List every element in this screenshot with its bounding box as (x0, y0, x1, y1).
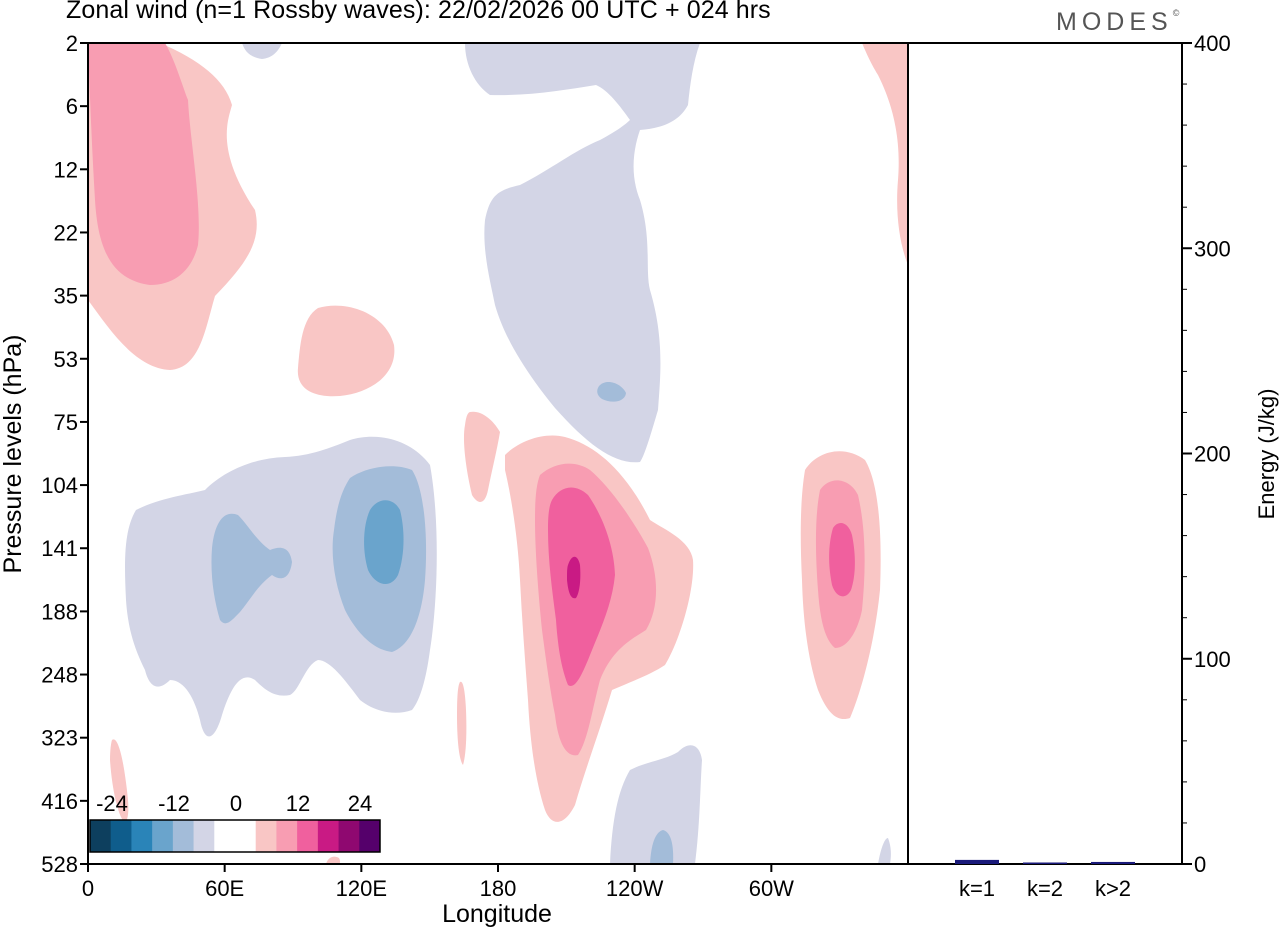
colorbar-frame (89, 819, 381, 853)
pressure-tick-label: 53 (54, 347, 78, 372)
longitude-axis: 0 60E 120E 180 120W 60W (82, 864, 794, 901)
colorbar-swatch (255, 820, 277, 852)
contour-pos1-upper-right (862, 43, 908, 265)
pressure-tick-label: 104 (41, 473, 78, 498)
pressure-tick-label: 12 (54, 157, 78, 182)
pressure-tick-label: 323 (41, 726, 78, 751)
pressure-tick-label: 22 (54, 220, 78, 245)
contour-pos1-lower-left (110, 739, 129, 822)
energy-categories: k=1 k=2 k>2 (959, 876, 1131, 901)
pressure-tick-label: 188 (41, 599, 78, 624)
brand-text: MODES (1056, 8, 1173, 36)
energy-category-label: k>2 (1095, 876, 1131, 901)
energy-bars (955, 859, 1135, 864)
energy-category-label: k=2 (1027, 876, 1063, 901)
pressure-tick-label: 248 (41, 663, 78, 688)
copyright-mark: © (1172, 8, 1180, 18)
modes-logo: MODES© (1056, 8, 1179, 37)
energy-tick-label: 0 (1194, 852, 1206, 877)
contour-pos3-east (829, 522, 855, 597)
contour-fills (88, 43, 908, 864)
contour-pos1-narrow-left (463, 411, 500, 502)
colorbar-swatch (276, 820, 298, 852)
contour-neg1-bottom-right (878, 838, 891, 864)
colorbar-swatch (152, 820, 174, 852)
colorbar-label: 24 (348, 791, 372, 816)
colorbar-swatch (214, 820, 236, 852)
colorbar-label: -12 (158, 791, 190, 816)
colorbar-swatch (90, 820, 112, 852)
energy-bar-1 (955, 859, 999, 864)
contour-pos2-upper-left (88, 43, 199, 285)
colorbar-swatch (110, 820, 132, 852)
energy-plot-frame (907, 42, 1183, 865)
contour-pos1-mid-blob (297, 305, 395, 397)
energy-axis-label: Energy (J/kg) (1254, 389, 1279, 520)
contour-neg1-top-sliver (242, 43, 282, 59)
contour-neg2-small (597, 381, 626, 402)
energy-tick-label: 200 (1194, 442, 1231, 467)
pressure-tick-label: 141 (41, 536, 78, 561)
longitude-tick-label: 120W (606, 876, 664, 901)
energy-category-label: k=1 (959, 876, 995, 901)
colorbar-swatch (172, 820, 195, 852)
x-axis-label: Longitude (442, 900, 552, 928)
colorbar-label: -24 (96, 791, 128, 816)
colorbar-swatch (359, 820, 381, 852)
longitude-tick-label: 120E (336, 876, 387, 901)
energy-bar-2 (1023, 862, 1067, 864)
contour-neg2-west-a (211, 513, 292, 624)
energy-tick-label: 100 (1194, 647, 1231, 672)
energy-bar-3 (1091, 861, 1135, 864)
pressure-tick-label: 416 (41, 789, 78, 814)
energy-tick-label: 300 (1194, 236, 1231, 261)
longitude-tick-label: 0 (82, 876, 94, 901)
longitude-tick-label: 180 (480, 876, 517, 901)
y-axis-label: Pressure levels (hPa) (0, 335, 27, 574)
contour-pos1-lower-sliver (457, 681, 467, 765)
colorbar-swatch (317, 820, 340, 852)
longitude-tick-label: 60W (749, 876, 794, 901)
pressure-axis: 2 6 12 22 35 53 75 104 141 188 248 323 416 528 (41, 31, 88, 877)
pressure-tick-label: 6 (66, 94, 78, 119)
contour-pos3-central (548, 487, 615, 686)
energy-axis: 0 100 200 300 400 (1182, 31, 1231, 877)
pressure-tick-label: 35 (54, 284, 78, 309)
colorbar-label: 0 (230, 791, 242, 816)
chart-title: Zonal wind (n=1 Rossby waves): 22/02/202… (66, 0, 771, 24)
contour-pos1-bottom-small (326, 856, 341, 864)
contour-neg1-lower (610, 745, 702, 864)
pressure-tick-label: 75 (54, 410, 78, 435)
colorbar-swatch (297, 820, 319, 852)
contour-neg2-lower (650, 830, 674, 864)
longitude-tick-label: 60E (205, 876, 244, 901)
pressure-tick-label: 528 (41, 852, 78, 877)
contour-neg3-west (364, 500, 404, 585)
colorbar-legend: -24 -12 0 12 24 (89, 791, 381, 853)
colorbar-label: 12 (286, 791, 310, 816)
colorbar-swatch (235, 820, 257, 852)
colorbar-swatch (193, 820, 215, 852)
contour-pos4-central (567, 556, 581, 599)
pressure-tick-label: 2 (66, 31, 78, 56)
colorbar-swatch (131, 820, 153, 852)
contour-neg1-central-upper (465, 43, 700, 463)
energy-tick-label: 400 (1194, 31, 1231, 56)
colorbar-swatch (338, 820, 360, 852)
